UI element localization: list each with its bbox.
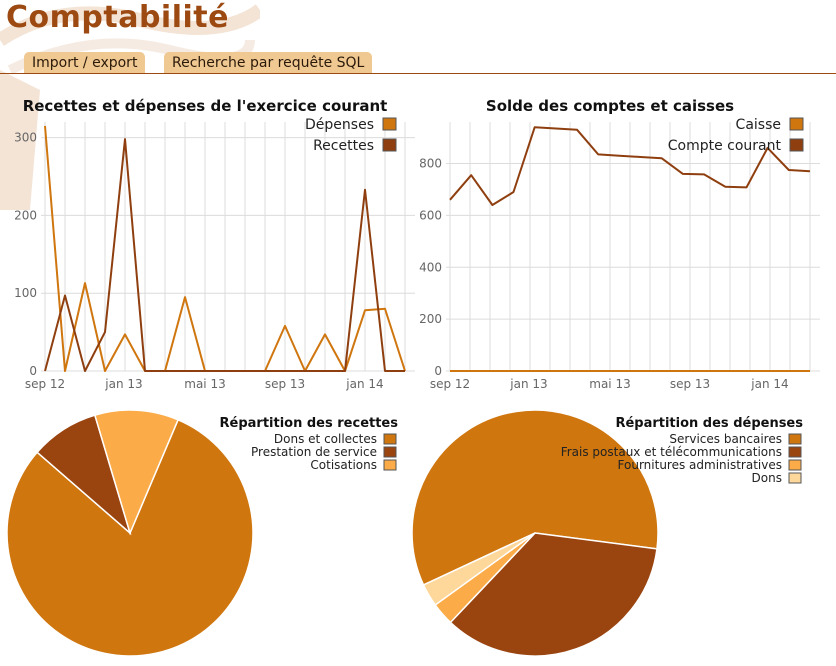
tab-import-export[interactable]: Import / export <box>24 52 146 74</box>
y-tick-label: 200 <box>14 208 37 222</box>
y-tick-label: 600 <box>419 208 442 222</box>
legend-swatch <box>382 138 397 152</box>
y-tick-label: 200 <box>419 312 442 326</box>
legend-label: Recettes <box>313 138 374 154</box>
legend-label: Frais postaux et télécommunications <box>561 445 782 459</box>
legend-label: Dons et collectes <box>274 432 377 446</box>
x-tick-label: jan 14 <box>345 377 383 391</box>
legend-label: Prestation de service <box>251 445 377 459</box>
legend-swatch <box>383 433 397 445</box>
legend-label: Dons <box>752 471 782 485</box>
tab-sql-search[interactable]: Recherche par requête SQL <box>164 52 373 74</box>
y-tick-label: 0 <box>29 364 37 378</box>
y-tick-label: 300 <box>14 131 37 145</box>
legend-swatch <box>383 446 397 458</box>
chart-title: Recettes et dépenses de l'exercice coura… <box>23 97 388 115</box>
legend-swatch <box>788 472 802 484</box>
y-tick-label: 100 <box>14 286 37 300</box>
page-title: Comptabilité <box>6 0 229 35</box>
x-tick-label: jan 14 <box>750 377 788 391</box>
x-tick-label: sep 13 <box>265 377 305 391</box>
legend-swatch <box>788 433 802 445</box>
chart-title: Solde des comptes et caisses <box>486 97 734 115</box>
y-tick-label: 800 <box>419 157 442 171</box>
legend-label: Compte courant <box>668 138 782 154</box>
legend-title: Répartition des recettes <box>220 416 399 431</box>
legend-swatch <box>788 459 802 471</box>
series-line-second <box>449 126 811 206</box>
legend-label: Caisse <box>736 117 781 133</box>
legend-swatch <box>789 138 804 152</box>
legend-swatch <box>788 446 802 458</box>
pie-slice <box>422 532 536 606</box>
x-tick-label: mai 13 <box>589 377 630 391</box>
x-tick-label: jan 13 <box>104 377 142 391</box>
legend-label: Fournitures administratives <box>618 458 782 472</box>
legend-swatch <box>789 117 804 131</box>
pie-slice <box>6 418 254 657</box>
legend-label: Dépenses <box>305 117 374 133</box>
x-tick-label: sep 13 <box>670 377 710 391</box>
chart-solde-comptes: 0 200 400 600 800 sep 12 jan 13 mai 13 sep 13 jan… <box>419 97 820 391</box>
chart-recettes-depenses: 0 100 200 300 sep 12 jan 13 mai 13 sep 13 jan 14… <box>14 97 415 391</box>
y-tick-label: 400 <box>419 260 442 274</box>
x-tick-label: mai 13 <box>184 377 225 391</box>
legend-label: Services bancaires <box>669 432 782 446</box>
tab-underline <box>0 73 836 74</box>
legend-label: Cotisations <box>310 458 377 472</box>
x-tick-label: sep 12 <box>25 377 65 391</box>
legend-swatch <box>382 117 397 131</box>
legend-swatch <box>383 459 397 471</box>
pie-slice <box>449 532 658 657</box>
pie-slice <box>93 409 180 536</box>
legend-title: Répartition des dépenses <box>615 416 803 431</box>
x-tick-label: jan 13 <box>509 377 547 391</box>
x-tick-label: sep 12 <box>430 377 470 391</box>
y-tick-label: 0 <box>434 364 442 378</box>
pie-slice <box>411 409 659 586</box>
series-line-second <box>44 138 405 372</box>
